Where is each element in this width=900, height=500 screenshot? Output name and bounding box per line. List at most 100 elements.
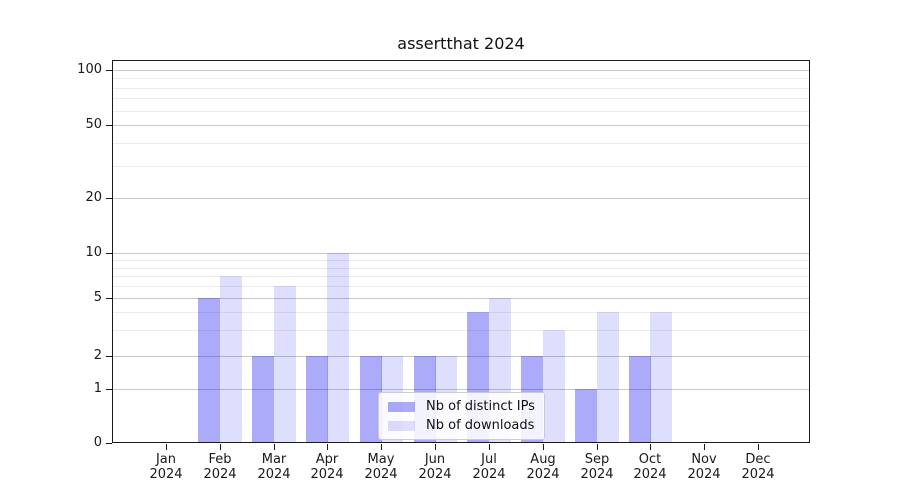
minor-gridline (113, 286, 809, 287)
year-label: 2024 (633, 467, 667, 482)
x-tick-label: Jan 2024 (134, 452, 198, 482)
x-tick (220, 444, 221, 450)
major-gridline (113, 389, 809, 390)
minor-gridline (113, 143, 809, 144)
bar-downloads-oct (650, 312, 672, 443)
legend: Nb of distinct IPs Nb of downloads (378, 392, 545, 440)
month-label: Mar (261, 452, 287, 467)
x-tick-label: Sep 2024 (565, 452, 629, 482)
x-tick (543, 444, 544, 450)
major-gridline (113, 198, 809, 199)
y-tick (106, 125, 112, 126)
y-tick (106, 253, 112, 254)
year-label: 2024 (526, 467, 560, 482)
major-gridline (113, 298, 809, 299)
month-label: Jul (481, 452, 497, 467)
minor-gridline (113, 276, 809, 277)
month-label: Feb (208, 452, 232, 467)
minor-gridline (113, 330, 809, 331)
month-label: Nov (691, 452, 717, 467)
x-tick-label: Jun 2024 (403, 452, 467, 482)
month-label: Jan (155, 452, 177, 467)
minor-gridline (113, 78, 809, 79)
year-label: 2024 (310, 467, 344, 482)
legend-entry: Nb of downloads (388, 416, 535, 435)
x-tick (166, 444, 167, 450)
bar-downloads-apr (327, 253, 349, 443)
x-tick (597, 444, 598, 450)
major-gridline (113, 356, 809, 357)
bar-distinct-ips-may (360, 356, 382, 443)
y-tick (106, 198, 112, 199)
x-tick-label: Dec 2024 (726, 452, 790, 482)
bar-downloads-feb (220, 276, 242, 443)
x-tick (704, 444, 705, 450)
minor-gridline (113, 260, 809, 261)
month-label: May (367, 452, 395, 467)
y-tick-label: 1 (93, 381, 102, 396)
year-label: 2024 (687, 467, 721, 482)
y-tick (106, 443, 112, 444)
minor-gridline (113, 312, 809, 313)
bar-distinct-ips-sep (575, 389, 597, 443)
year-label: 2024 (580, 467, 614, 482)
x-tick-label: Aug 2024 (511, 452, 575, 482)
x-tick (327, 444, 328, 450)
year-label: 2024 (257, 467, 291, 482)
y-tick (106, 356, 112, 357)
x-tick-label: May 2024 (349, 452, 413, 482)
year-label: 2024 (418, 467, 452, 482)
bar-distinct-ips-mar (252, 356, 274, 443)
month-label: Aug (530, 452, 556, 467)
y-tick-label: 100 (77, 62, 102, 77)
major-gridline (113, 125, 809, 126)
minor-gridline (113, 268, 809, 269)
x-tick (489, 444, 490, 450)
legend-entry: Nb of distinct IPs (388, 397, 535, 416)
month-label: Apr (315, 452, 339, 467)
y-tick-label: 10 (85, 245, 102, 260)
y-tick-label: 20 (85, 190, 102, 205)
legend-swatch-icon (388, 401, 415, 412)
x-tick (435, 444, 436, 450)
bar-distinct-ips-apr (306, 356, 328, 443)
major-gridline (113, 70, 809, 71)
month-label: Oct (638, 452, 662, 467)
legend-label: Nb of distinct IPs (426, 399, 535, 414)
x-tick-label: Mar 2024 (242, 452, 306, 482)
chart-title: assertthat 2024 (397, 34, 525, 53)
minor-gridline (113, 98, 809, 99)
y-tick (106, 389, 112, 390)
year-label: 2024 (741, 467, 775, 482)
month-label: Jun (424, 452, 446, 467)
month-label: Dec (745, 452, 771, 467)
minor-gridline (113, 111, 809, 112)
x-tick (650, 444, 651, 450)
y-tick-label: 5 (93, 290, 102, 305)
legend-label: Nb of downloads (426, 418, 535, 433)
y-tick-label: 2 (93, 348, 102, 363)
x-tick (758, 444, 759, 450)
x-tick (274, 444, 275, 450)
bar-downloads-aug (543, 330, 565, 443)
year-label: 2024 (364, 467, 398, 482)
year-label: 2024 (472, 467, 506, 482)
x-tick-label: Apr 2024 (295, 452, 359, 482)
year-label: 2024 (203, 467, 237, 482)
bar-downloads-sep (597, 312, 619, 443)
legend-swatch-icon (388, 420, 415, 431)
y-tick (106, 70, 112, 71)
bar-distinct-ips-oct (629, 356, 651, 443)
x-tick-label: Feb 2024 (188, 452, 252, 482)
major-gridline (113, 253, 809, 254)
bar-distinct-ips-feb (198, 298, 220, 443)
y-tick-label: 50 (85, 117, 102, 132)
year-label: 2024 (149, 467, 183, 482)
minor-gridline (113, 88, 809, 89)
minor-gridline (113, 166, 809, 167)
x-tick-label: Nov 2024 (672, 452, 736, 482)
month-label: Sep (584, 452, 610, 467)
x-tick (381, 444, 382, 450)
x-tick-label: Oct 2024 (618, 452, 682, 482)
